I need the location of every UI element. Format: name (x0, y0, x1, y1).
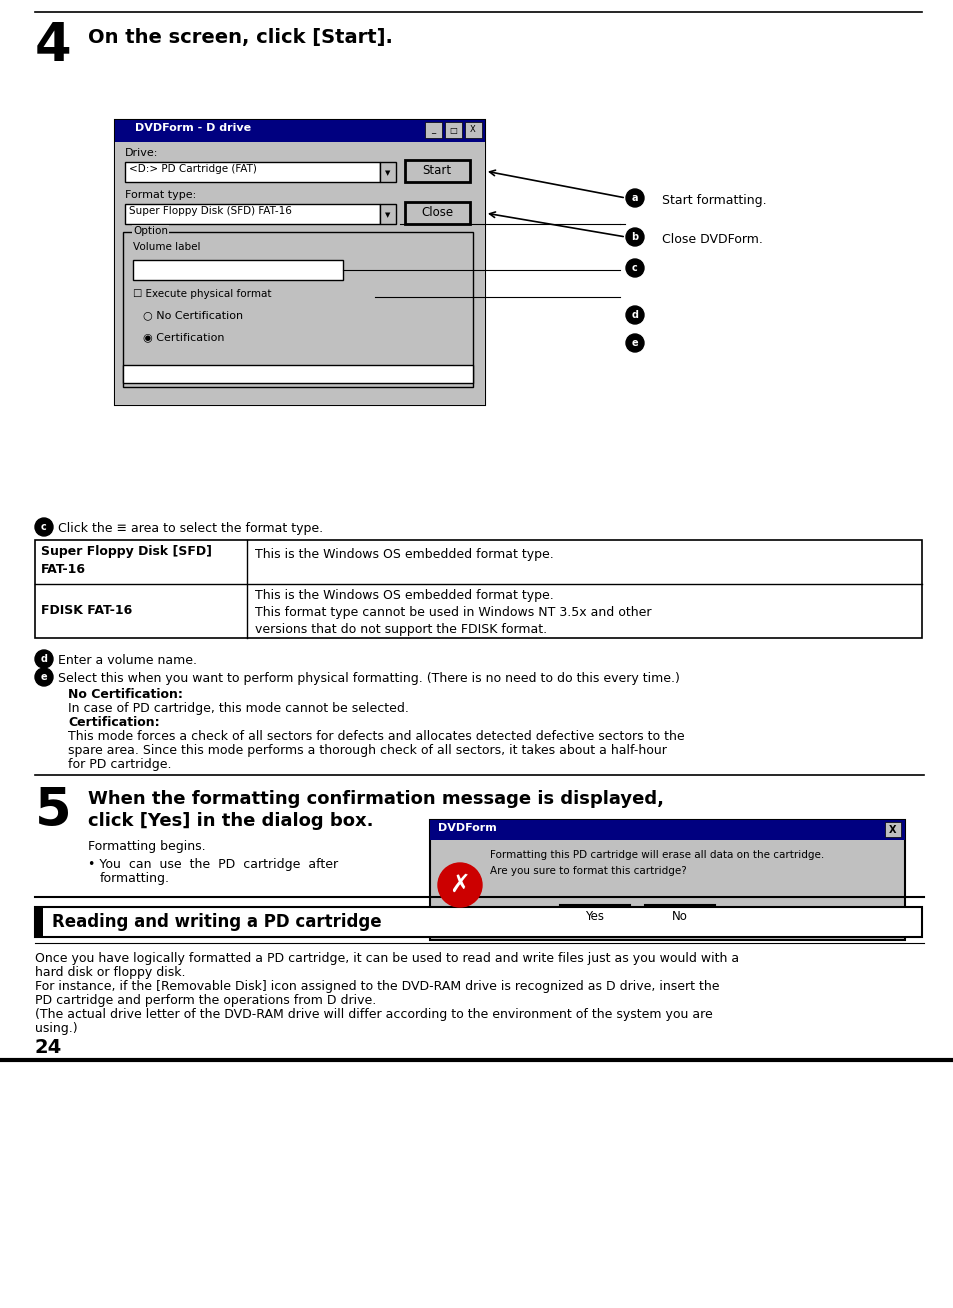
Text: Are you sure to format this cartridge?: Are you sure to format this cartridge? (490, 866, 686, 876)
Text: Super Floppy Disk (SFD) FAT-16: Super Floppy Disk (SFD) FAT-16 (129, 205, 292, 216)
Bar (405, 160, 470, 182)
Text: Drive:: Drive: (125, 148, 158, 158)
Text: Yes: Yes (585, 909, 604, 922)
Text: FDISK FAT-16: FDISK FAT-16 (41, 604, 132, 617)
Bar (379, 162, 395, 182)
Text: ○ No Certification: ○ No Certification (143, 310, 243, 320)
Text: 4: 4 (35, 20, 71, 72)
Text: Start: Start (422, 165, 451, 178)
Text: Volume label: Volume label (132, 242, 200, 252)
Bar (644, 905, 714, 927)
Bar (430, 820, 904, 940)
Bar (35, 906, 921, 937)
Circle shape (35, 668, 53, 685)
Text: Start formatting.: Start formatting. (661, 194, 766, 207)
Text: X: X (888, 825, 896, 835)
Text: For instance, if the [Removable Disk] icon assigned to the DVD-RAM drive is reco: For instance, if the [Removable Disk] ic… (35, 980, 719, 993)
Text: a: a (631, 194, 638, 203)
Circle shape (437, 863, 481, 906)
Text: _: _ (431, 126, 435, 135)
Text: d: d (40, 654, 48, 664)
Text: using.): using.) (35, 1022, 77, 1035)
Text: Select this when you want to perform physical formatting. (There is no need to d: Select this when you want to perform phy… (58, 672, 679, 685)
Text: Certification:: Certification: (68, 715, 159, 729)
Text: 5: 5 (35, 785, 71, 837)
Text: Format type:: Format type: (125, 190, 196, 200)
Bar (379, 204, 395, 224)
Text: Close DVDForm.: Close DVDForm. (661, 233, 762, 246)
Text: This mode forces a check of all sectors for defects and allocates detected defec: This mode forces a check of all sectors … (68, 730, 684, 743)
Bar (444, 122, 461, 139)
Text: Once you have logically formatted a PD cartridge, it can be used to read and wri: Once you have logically formatted a PD c… (35, 952, 739, 965)
Text: Enter a volume name.: Enter a volume name. (58, 654, 196, 667)
Text: When the formatting confirmation message is displayed,: When the formatting confirmation message… (88, 790, 663, 808)
Text: (The actual drive letter of the DVD-RAM drive will differ according to the envir: (The actual drive letter of the DVD-RAM … (35, 1008, 712, 1022)
Bar (123, 232, 473, 387)
Text: ◉ Certification: ◉ Certification (143, 332, 224, 341)
Bar (125, 204, 379, 224)
Text: PD cartridge and perform the operations from D drive.: PD cartridge and perform the operations … (35, 994, 375, 1007)
Bar (132, 260, 343, 280)
Text: b: b (631, 232, 638, 242)
Text: This is the Windows OS embedded format type.: This is the Windows OS embedded format t… (254, 548, 553, 561)
Text: click [Yes] in the dialog box.: click [Yes] in the dialog box. (88, 812, 374, 831)
Text: ▼: ▼ (385, 212, 391, 218)
Circle shape (625, 334, 643, 352)
Text: d: d (631, 310, 638, 320)
Bar (35, 540, 921, 638)
Text: Option: Option (132, 226, 168, 235)
Text: ✗: ✗ (449, 872, 470, 897)
Text: • You  can  use  the  PD  cartridge  after: • You can use the PD cartridge after (88, 858, 337, 871)
Text: □: □ (449, 126, 456, 135)
Text: for PD cartridge.: for PD cartridge. (68, 759, 172, 770)
Text: Formatting begins.: Formatting begins. (88, 840, 206, 853)
Text: ☐ Execute physical format: ☐ Execute physical format (132, 289, 272, 300)
Text: DVDForm: DVDForm (437, 823, 497, 833)
Text: formatting.: formatting. (100, 872, 170, 886)
Bar (405, 201, 470, 224)
Text: ▼: ▼ (385, 170, 391, 177)
Bar (424, 122, 441, 139)
Circle shape (625, 306, 643, 324)
Circle shape (35, 650, 53, 668)
Bar (430, 820, 904, 840)
Text: This is the Windows OS embedded format type.
This format type cannot be used in : This is the Windows OS embedded format t… (254, 589, 651, 636)
Bar (35, 906, 43, 937)
Bar (115, 143, 484, 405)
Text: On the screen, click [Start].: On the screen, click [Start]. (88, 27, 393, 47)
Text: hard disk or floppy disk.: hard disk or floppy disk. (35, 967, 185, 978)
Bar (464, 122, 481, 139)
Text: No: No (671, 909, 687, 922)
Text: c: c (41, 522, 47, 532)
Text: e: e (631, 337, 638, 348)
Circle shape (35, 518, 53, 536)
Text: Formatting this PD cartridge will erase all data on the cartridge.: Formatting this PD cartridge will erase … (490, 850, 823, 859)
Text: In case of PD cartridge, this mode cannot be selected.: In case of PD cartridge, this mode canno… (68, 702, 409, 715)
Text: spare area. Since this mode performs a thorough check of all sectors, it takes a: spare area. Since this mode performs a t… (68, 744, 666, 757)
Text: c: c (632, 263, 638, 273)
Text: e: e (41, 672, 48, 681)
Circle shape (625, 259, 643, 277)
Text: DVDForm - D drive: DVDForm - D drive (135, 123, 251, 133)
Text: <D:> PD Cartridge (FAT): <D:> PD Cartridge (FAT) (129, 164, 256, 174)
Bar (123, 365, 473, 383)
Text: Super Floppy Disk [SFD]
FAT-16: Super Floppy Disk [SFD] FAT-16 (41, 545, 212, 576)
Bar (125, 162, 379, 182)
Circle shape (625, 188, 643, 207)
Bar (115, 120, 484, 405)
Bar (559, 905, 629, 927)
Text: X: X (470, 126, 476, 135)
Bar (884, 821, 900, 837)
Text: 24: 24 (35, 1039, 62, 1057)
Text: Reading and writing a PD cartridge: Reading and writing a PD cartridge (52, 913, 381, 931)
Text: No Certification:: No Certification: (68, 688, 183, 701)
Text: Close: Close (420, 207, 453, 220)
Bar (115, 120, 484, 143)
Circle shape (625, 228, 643, 246)
Text: Click the ≡ area to select the format type.: Click the ≡ area to select the format ty… (58, 522, 323, 535)
